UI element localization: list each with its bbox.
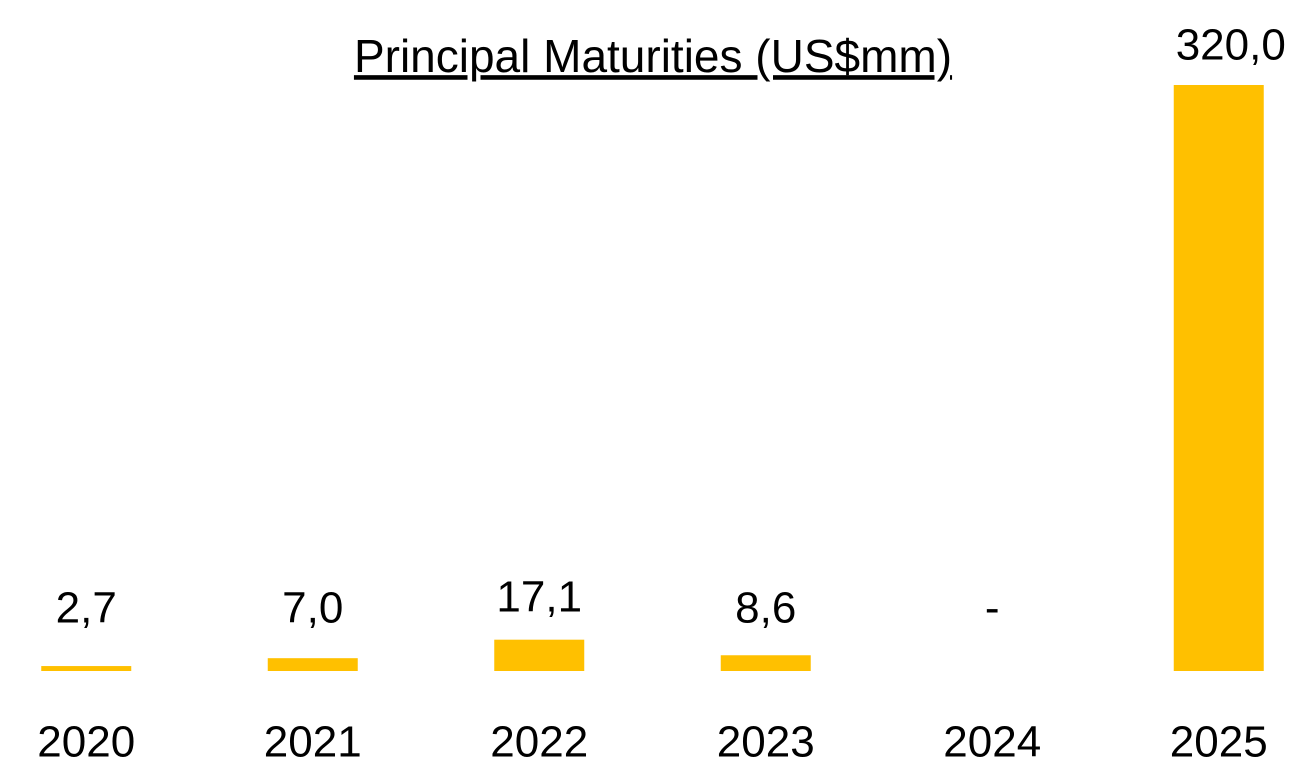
value-label: 320,0 xyxy=(1176,21,1286,70)
value-label: 2,7 xyxy=(56,584,117,633)
value-label: 17,1 xyxy=(496,572,582,621)
bar xyxy=(267,658,358,671)
x-tick-label: 2023 xyxy=(717,718,815,767)
bar xyxy=(1173,85,1264,671)
value-label: 8,6 xyxy=(735,584,796,633)
x-tick-label: 2025 xyxy=(1170,718,1268,767)
chart-title: Principal Maturities (US$mm) xyxy=(354,30,952,82)
value-label: 7,0 xyxy=(282,584,343,633)
bar xyxy=(41,666,132,671)
x-tick-label: 2020 xyxy=(37,718,135,767)
x-tick-label: 2022 xyxy=(490,718,588,767)
value-label: - xyxy=(985,584,1000,633)
x-tick-label: 2024 xyxy=(943,718,1041,767)
bar xyxy=(720,655,811,671)
bar xyxy=(494,639,585,671)
x-tick-label: 2021 xyxy=(264,718,362,767)
